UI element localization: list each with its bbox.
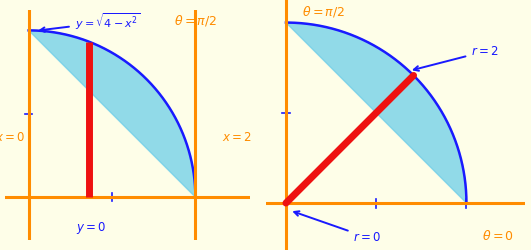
Text: $\theta=\pi/2$: $\theta=\pi/2$: [303, 4, 345, 19]
Polygon shape: [29, 30, 195, 197]
Text: $\theta=0$: $\theta=0$: [482, 230, 514, 243]
Text: $r=0$: $r=0$: [294, 211, 381, 244]
Text: $r=2$: $r=2$: [414, 45, 499, 71]
Polygon shape: [286, 22, 466, 203]
Text: $y=0$: $y=0$: [76, 220, 106, 236]
Text: $\theta=\pi/2$: $\theta=\pi/2$: [174, 13, 217, 28]
Text: $x=0$: $x=0$: [0, 130, 25, 143]
Text: $x=2$: $x=2$: [222, 130, 252, 143]
Text: $y=\sqrt{4-x^2}$: $y=\sqrt{4-x^2}$: [40, 12, 140, 32]
